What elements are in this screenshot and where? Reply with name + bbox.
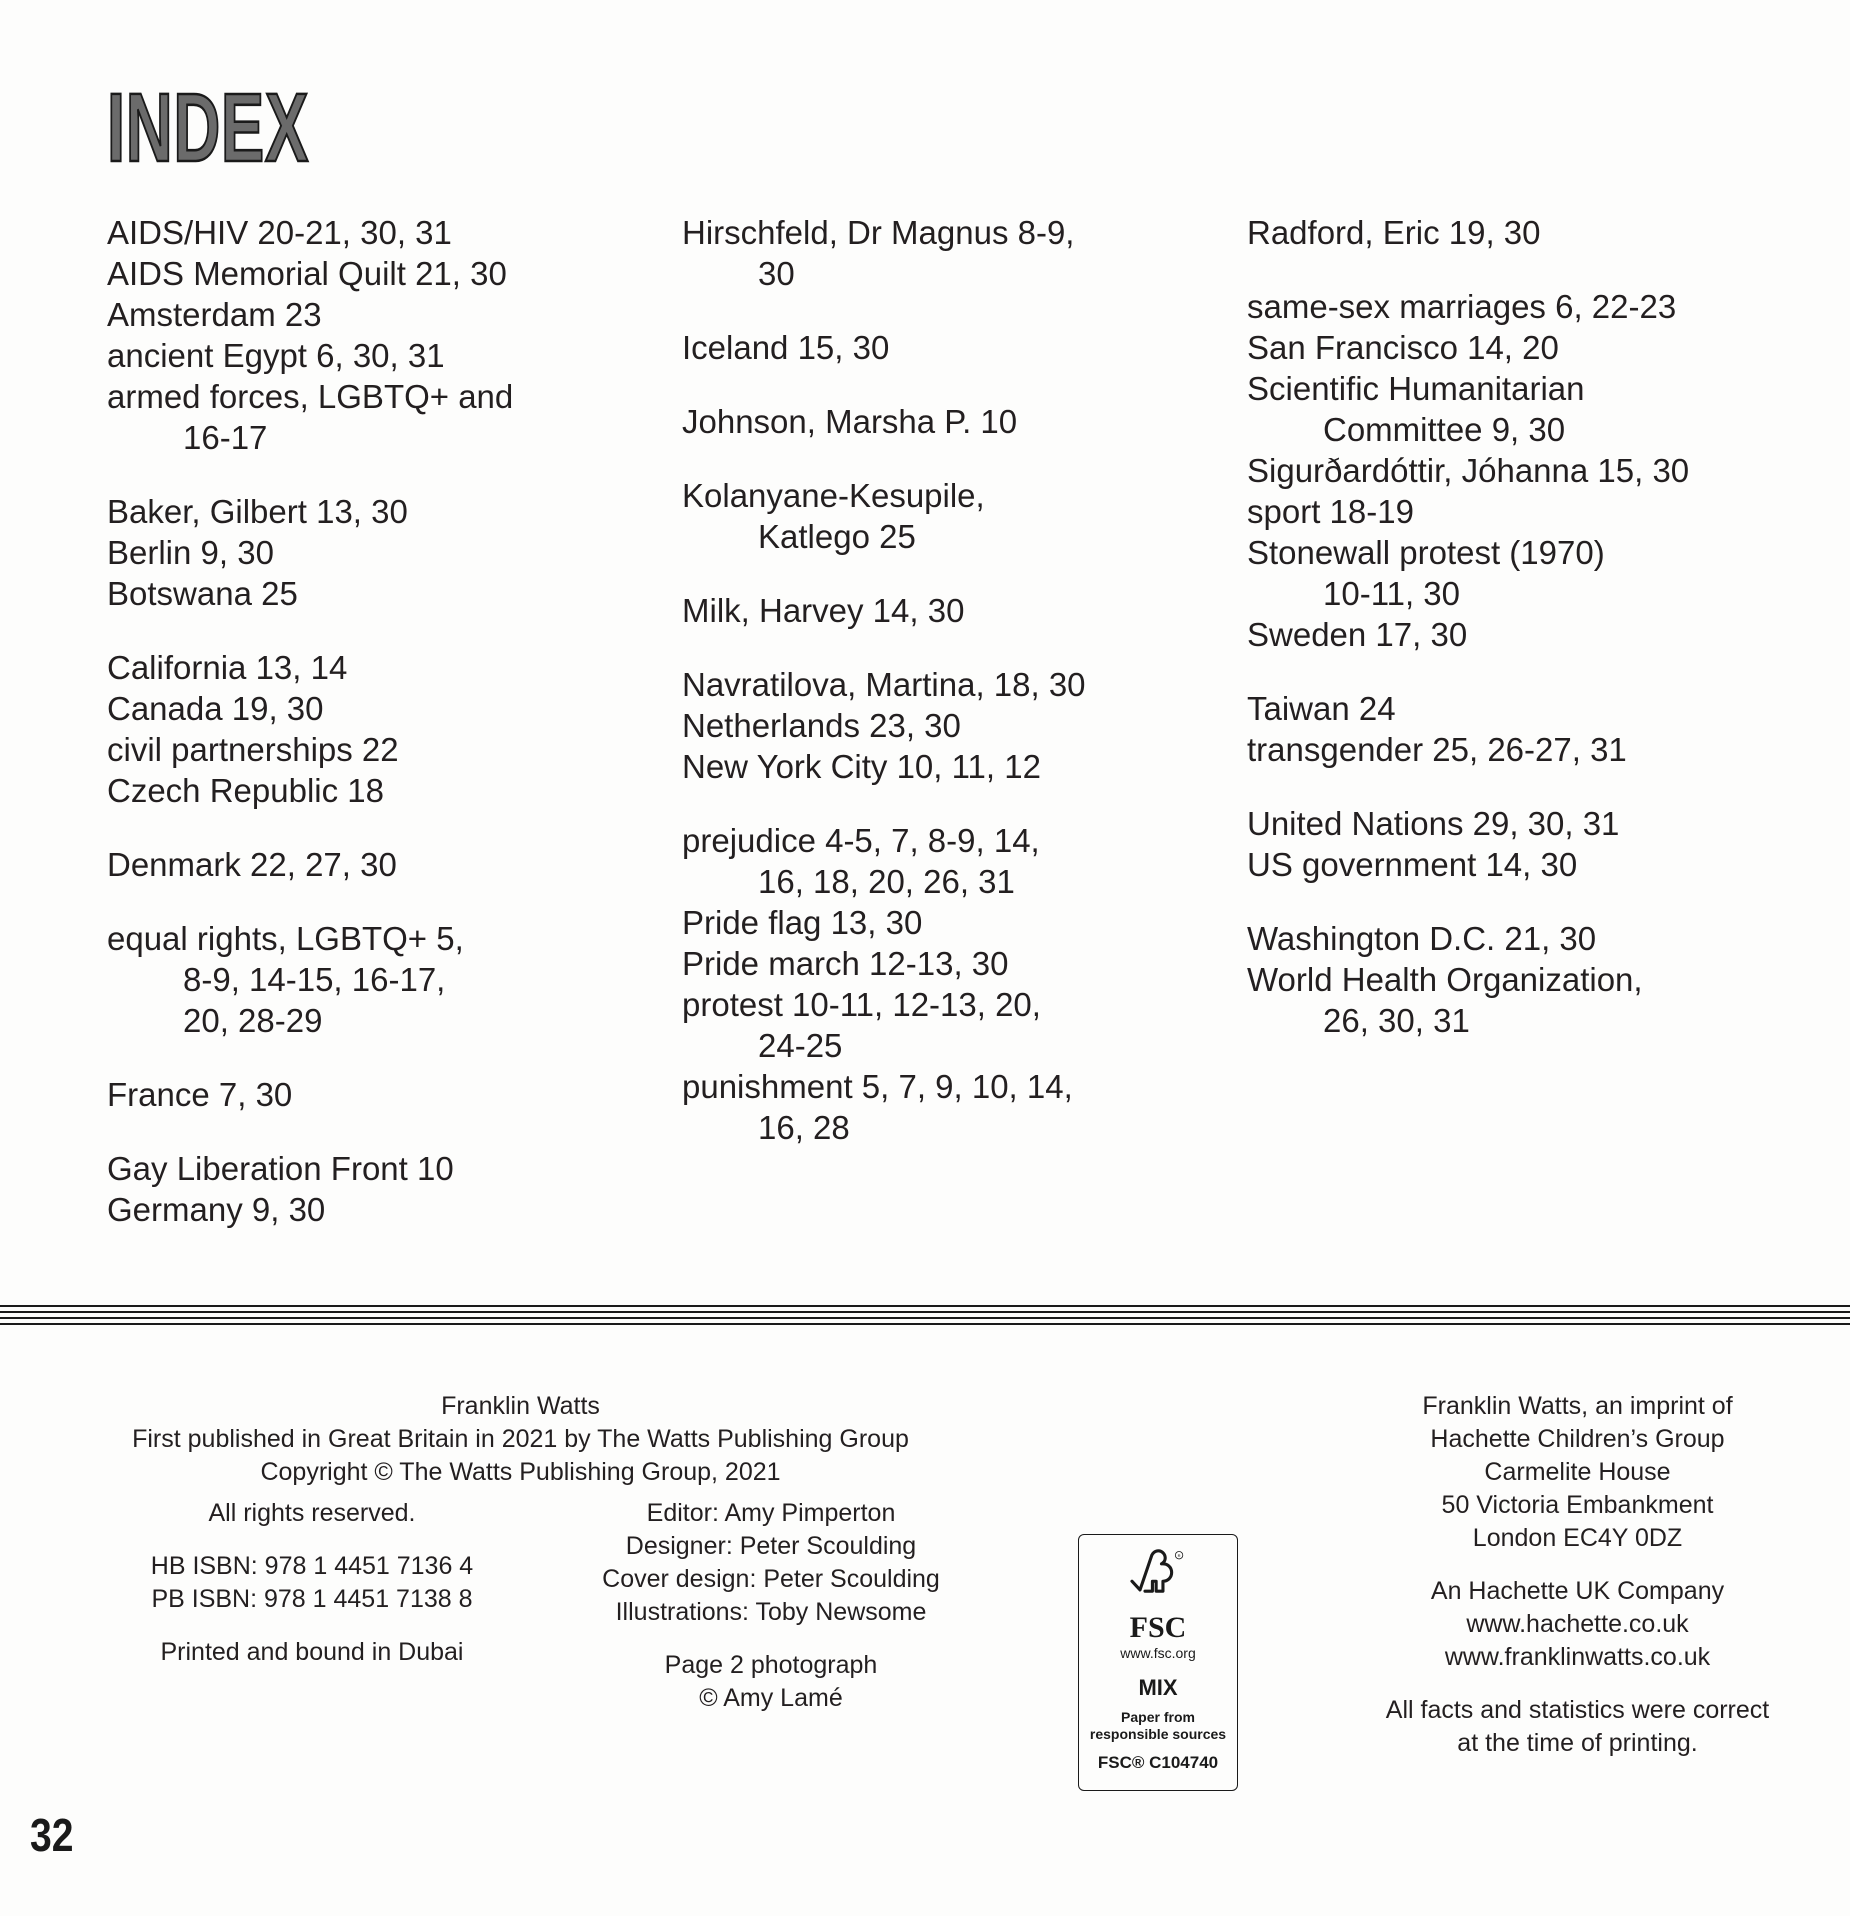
svg-text:R: R (1178, 1553, 1181, 1558)
